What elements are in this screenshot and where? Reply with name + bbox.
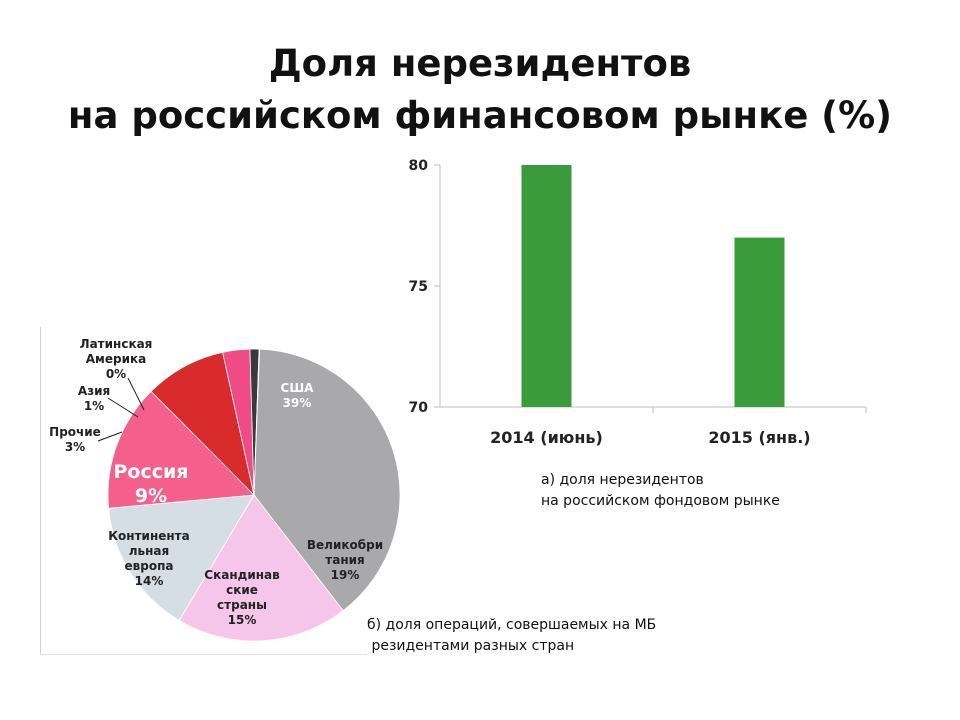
slice-label-line: 39%	[283, 396, 312, 410]
pie-slice	[108, 494, 255, 621]
slice-label-line: Континента	[108, 529, 189, 543]
caption-b-line-1: б) доля операций, совершаемых на МБ	[367, 617, 657, 633]
slice-label-line: США	[281, 381, 315, 395]
caption-a: а) доля нерезидентов на российском фондо…	[541, 470, 780, 512]
slice-label-line: 0%	[106, 367, 126, 381]
slice-label-line: европа	[125, 559, 174, 573]
y-tick-label: 80	[409, 158, 429, 174]
slice-label-line: льная	[129, 544, 169, 558]
pie-slice	[150, 351, 255, 497]
slice-label: Латинская Америка 0%	[80, 337, 153, 381]
slice-label: Скандинав ские страны 15%	[204, 568, 280, 627]
slice-label-line: Америка	[86, 352, 146, 366]
pie-slice	[107, 390, 255, 509]
title-line-1: Доля нерезидентов	[268, 42, 692, 85]
caption-a-line-2: на российском фондовом рынке	[541, 493, 780, 509]
leader-line	[107, 397, 139, 418]
pie-slice	[178, 494, 344, 642]
slice-label-line: 1%	[84, 399, 104, 413]
y-tick-label: 70	[409, 400, 429, 416]
x-category-label: 2014 (июнь)	[490, 428, 603, 447]
slice-label-line: ские	[226, 583, 258, 597]
title-line-2: на российском финансовом рынке (%)	[67, 94, 893, 137]
bar	[521, 165, 572, 407]
slice-label: Прочие 3%	[49, 425, 101, 454]
slice-label: Континента льная европа 14%	[108, 529, 189, 588]
slice-label: Россия 9%	[113, 461, 188, 507]
slice-label-line: Латинская	[80, 337, 153, 351]
slice-label-line: Прочие	[49, 425, 101, 439]
slice-label-line: Скандинав	[204, 568, 280, 582]
slice-label-line: 3%	[65, 440, 85, 454]
y-tick-label: 75	[409, 279, 428, 295]
slice-label-line: 15%	[228, 613, 257, 627]
slice-label-line: Россия	[113, 461, 188, 483]
caption-b: б) доля операций, совершаемых на МБ рези…	[367, 615, 656, 657]
slice-label-line: Великобри	[307, 538, 383, 552]
pie-slice	[253, 348, 261, 496]
pie-frame-left-edge	[40, 327, 41, 655]
caption-a-line-1: а) доля нерезидентов	[541, 472, 704, 488]
leader-line	[127, 377, 145, 411]
slice-label-line: 19%	[331, 568, 360, 582]
slice-label-line: 9%	[135, 485, 167, 507]
slice-label: Азия 1%	[78, 384, 110, 413]
slice-label-line: тания	[325, 553, 364, 567]
page-title: Доля нерезидентов на российском финансов…	[0, 38, 960, 142]
bar	[734, 237, 785, 407]
slice-label-line: 14%	[135, 574, 164, 588]
slice-label-line: страны	[217, 598, 267, 612]
pie-slice	[253, 348, 401, 612]
leader-line	[97, 431, 123, 442]
slice-label: Великобри тания 19%	[307, 538, 383, 582]
x-category-label: 2015 (янв.)	[708, 428, 810, 447]
slice-label: США 39%	[281, 381, 315, 410]
caption-b-line-2: резидентами разных стран	[367, 638, 575, 654]
slice-label-line: Азия	[78, 384, 110, 398]
pie-frame-bottom-edge	[40, 654, 367, 655]
